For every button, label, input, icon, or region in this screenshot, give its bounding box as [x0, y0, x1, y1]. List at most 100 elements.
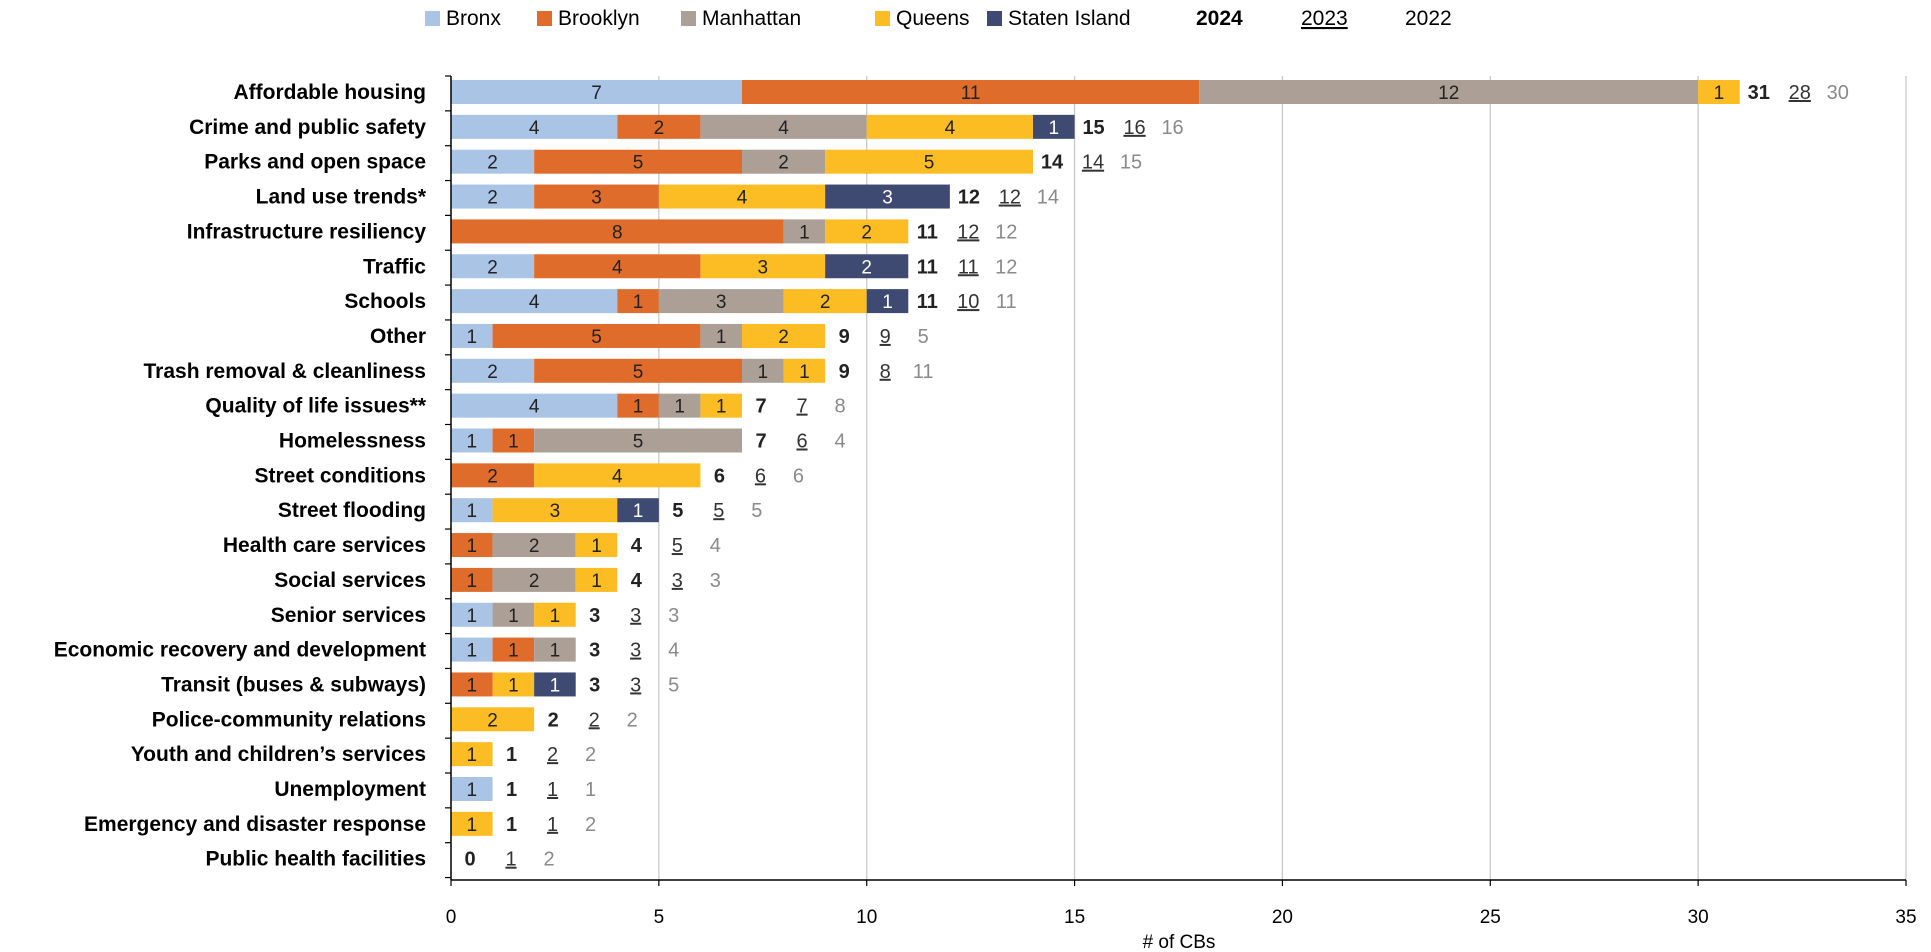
legend-2024: 2024 [1196, 7, 1243, 30]
category-label: Trash removal & cleanliness [144, 360, 426, 383]
bar-segment [534, 602, 576, 627]
total-2023: 12 [999, 187, 1021, 209]
bar-segment [451, 358, 535, 383]
bar-value-label: 5 [924, 153, 935, 174]
legend-label: Brooklyn [558, 7, 640, 30]
bar-value-label: 3 [757, 257, 768, 278]
bar-segment [451, 219, 784, 244]
legend-label: Staten Island [1008, 7, 1131, 30]
total-2022: 15 [1120, 152, 1142, 174]
total-2024: 9 [839, 361, 850, 383]
bar-segment [451, 602, 493, 627]
bar-value-label: 5 [633, 362, 644, 383]
bar-value-label: 2 [487, 188, 498, 209]
total-2022: 30 [1827, 82, 1849, 104]
total-2024: 3 [589, 605, 600, 627]
total-2024: 14 [1041, 152, 1064, 174]
bar-segment [451, 254, 535, 279]
bar-segment [451, 672, 493, 697]
bar-value-label: 4 [612, 257, 623, 278]
bar-segment [534, 254, 701, 279]
x-tick-label: 0 [446, 907, 457, 928]
legend-swatch [875, 11, 890, 26]
total-2022: 11 [996, 291, 1017, 313]
bar-value-label: 2 [861, 257, 872, 278]
category-label: Crime and public safety [189, 116, 426, 139]
category-label: Parks and open space [204, 151, 426, 174]
bar-value-label: 1 [508, 675, 519, 696]
bar-value-label: 4 [529, 397, 540, 418]
total-2023: 16 [1123, 117, 1145, 139]
bar-value-label: 4 [529, 292, 540, 313]
total-2022: 4 [834, 431, 845, 453]
total-2022: 14 [1037, 187, 1059, 209]
bar-value-label: 2 [487, 710, 498, 731]
x-tick-label: 15 [1064, 907, 1085, 928]
bar-segment [451, 323, 493, 348]
total-2024: 15 [1082, 117, 1104, 139]
bar-value-label: 1 [508, 432, 519, 453]
bar-value-label: 2 [487, 257, 498, 278]
total-2024: 4 [631, 535, 643, 557]
bar-segment [451, 742, 493, 767]
total-2024: 7 [755, 431, 766, 453]
total-2023: 14 [1082, 152, 1104, 174]
bar-segment [451, 707, 535, 732]
bars: 7 11 12 14 2 4 4 12 5 2 52 3 4 38 1 22 4 3 24 1 3 2 11 5 1 22 5 1 14… [451, 80, 1740, 836]
bar-value-label: 3 [882, 188, 893, 209]
bar-value-label: 1 [799, 222, 810, 243]
total-2024: 7 [755, 396, 766, 418]
bar-value-label: 1 [466, 780, 477, 801]
bar-value-label: 1 [1714, 83, 1725, 104]
category-label: Youth and children’s services [131, 743, 426, 766]
bar-value-label: 1 [466, 327, 477, 348]
total-2022: 5 [751, 500, 762, 522]
category-labels: Affordable housing Crime and public safet… [54, 81, 427, 871]
bar-value-label: 4 [945, 118, 956, 139]
bar-segment [742, 323, 826, 348]
total-2024: 2 [548, 709, 559, 731]
legend-swatch [425, 11, 440, 26]
bar-value-label: 1 [466, 675, 477, 696]
bar-segment [1033, 114, 1075, 139]
total-2024: 11 [917, 256, 938, 278]
total-2023: 3 [630, 640, 641, 662]
total-2022: 11 [913, 361, 934, 383]
total-2023: 9 [880, 326, 891, 348]
legend-swatch [987, 11, 1002, 26]
bar-segment [451, 498, 493, 523]
category-label: Quality of life issues** [205, 395, 426, 418]
bar-value-label: 1 [466, 606, 477, 627]
category-label: Health care services [223, 534, 426, 557]
bar-value-label: 5 [633, 432, 644, 453]
total-2023: 2 [547, 744, 558, 766]
total-2022: 2 [585, 744, 596, 766]
bar-value-label: 3 [716, 292, 727, 313]
bar-value-label: 1 [799, 362, 810, 383]
total-2024: 6 [714, 465, 725, 487]
bar-value-label: 7 [591, 83, 602, 104]
total-2022: 12 [995, 221, 1017, 243]
bar-value-label: 2 [529, 571, 540, 592]
bar-segment [825, 149, 1033, 174]
bar-value-label: 11 [961, 83, 981, 104]
bar-value-label: 2 [654, 118, 665, 139]
bar-value-label: 1 [633, 292, 644, 313]
total-2024: 1 [506, 779, 517, 801]
bar-value-label: 1 [466, 432, 477, 453]
total-2022: 3 [668, 605, 679, 627]
total-2022: 8 [834, 396, 845, 418]
bar-segment [534, 358, 742, 383]
total-2022: 16 [1161, 117, 1183, 139]
legend-label: Bronx [446, 7, 501, 30]
total-2022: 2 [543, 849, 554, 871]
bar-value-label: 4 [737, 188, 748, 209]
bar-segment [534, 149, 742, 174]
bar-value-label: 1 [466, 745, 477, 766]
category-label: Street conditions [254, 464, 426, 487]
bar-value-label: 1 [550, 606, 561, 627]
total-2023: 1 [547, 814, 558, 836]
x-axis-title: # of CBs [1143, 932, 1216, 952]
bar-value-label: 1 [633, 397, 644, 418]
